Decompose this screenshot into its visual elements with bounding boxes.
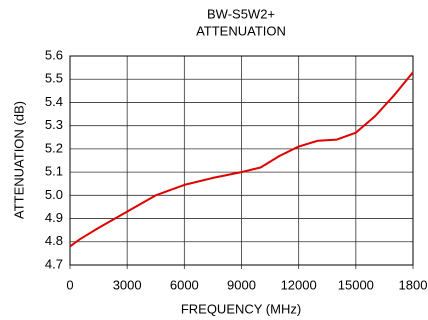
x-tick-label: 15000 (338, 277, 374, 292)
y-tick-label: 5.1 (45, 164, 63, 179)
y-axis-label: ATTENUATION (dB) (11, 101, 26, 219)
y-tick-label: 5.4 (45, 94, 63, 109)
x-tick-label: 12000 (281, 277, 317, 292)
chart-subtitle: ATTENUATION (196, 23, 286, 38)
y-tick-label: 5.3 (45, 117, 63, 132)
y-tick-label: 5.5 (45, 71, 63, 86)
y-tick-label: 5.6 (45, 47, 63, 62)
y-tick-label: 4.8 (45, 233, 63, 248)
data-line (69, 71, 414, 248)
x-tick-label: 1800 (399, 277, 428, 292)
x-tick-label: 9000 (227, 277, 256, 292)
x-tick-label: 3000 (113, 277, 142, 292)
x-axis-label: FREQUENCY (MHz) (181, 301, 301, 316)
x-tick-label: 6000 (170, 277, 199, 292)
y-tick-label: 5.2 (45, 140, 63, 155)
x-tick-label: 0 (66, 277, 73, 292)
y-tick-label: 4.7 (45, 256, 63, 271)
y-tick-label: 4.9 (45, 210, 63, 225)
chart-title: BW-S5W2+ (207, 6, 275, 21)
plot-frame (69, 55, 414, 266)
y-tick-label: 5.0 (45, 187, 63, 202)
